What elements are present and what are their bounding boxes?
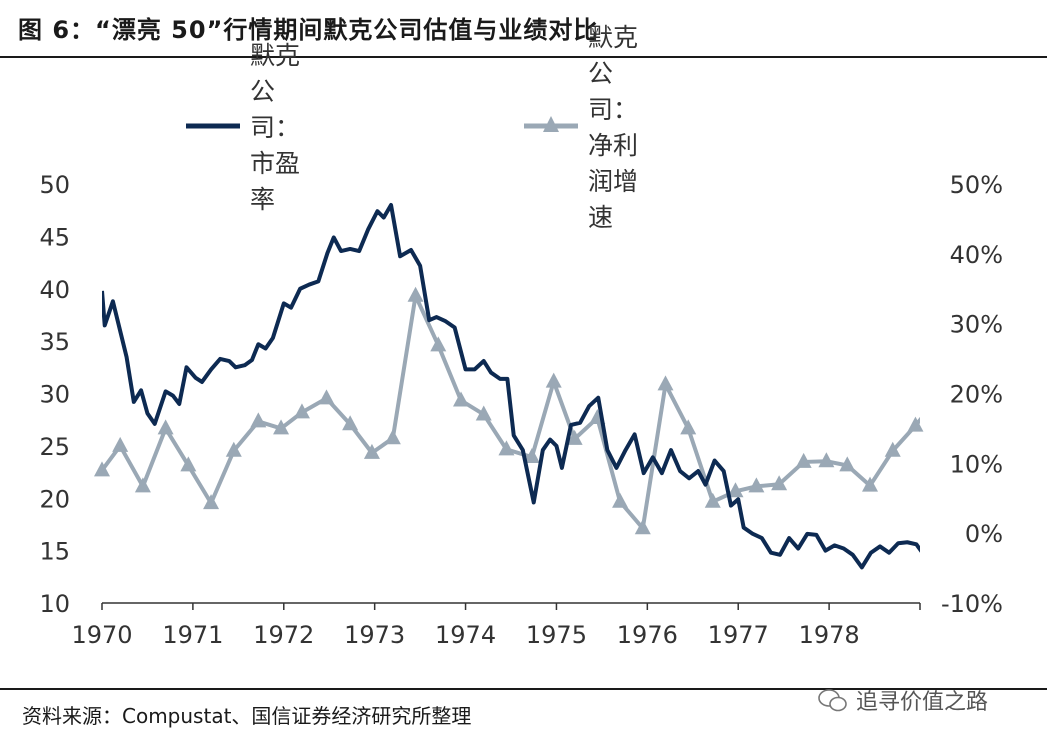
- watermark: 追寻价值之路: [818, 684, 988, 716]
- y-left-tick-label: 20: [39, 485, 70, 513]
- y-right-tick-label: 50%: [950, 171, 1003, 199]
- legend-item-pe: 默克公司：市盈率: [186, 41, 300, 214]
- title-divider: [0, 56, 1047, 58]
- y-right-tick-label: 10%: [950, 450, 1003, 478]
- y-left-tick-label: 30: [39, 381, 70, 409]
- watermark-text: 追寻价值之路: [856, 690, 989, 715]
- x-tick-label: 1970: [71, 621, 132, 649]
- x-tick-label: 1976: [617, 621, 678, 649]
- y-left-tick-label: 50: [39, 171, 70, 199]
- growth-marker: [680, 419, 697, 435]
- growth-marker: [453, 391, 470, 407]
- growth-marker: [523, 448, 540, 464]
- growth-marker: [430, 336, 447, 352]
- growth-marker: [407, 286, 424, 302]
- legend-label-growth: 默克公司：净利润增速: [588, 23, 639, 232]
- figure-header: 图 6：“漂亮 50”行情期间默克公司估值与业绩对比: [0, 0, 1047, 54]
- x-tick-label: 1978: [799, 621, 860, 649]
- wechat-icon: [818, 689, 847, 712]
- growth-marker: [203, 494, 220, 510]
- legend-label-pe: 默克公司：市盈率: [250, 41, 301, 214]
- y-left-tick-label: 10: [39, 590, 70, 618]
- legend-swatch-pe: [186, 108, 240, 144]
- series-line-pe: [102, 202, 920, 570]
- y-right-tick-label: 30%: [950, 311, 1003, 339]
- growth-marker: [771, 475, 788, 491]
- x-tick-label: 1973: [344, 621, 405, 649]
- footer-divider: [0, 688, 1047, 690]
- growth-marker: [818, 452, 835, 468]
- y-right-tick-label: 40%: [950, 241, 1003, 269]
- y-left-tick-label: 40: [39, 276, 70, 304]
- growth-marker: [566, 429, 583, 445]
- x-tick-label: 1971: [162, 621, 223, 649]
- x-tick-label: 1974: [435, 621, 496, 649]
- growth-marker: [545, 372, 562, 388]
- y-left-tick-label: 45: [39, 223, 70, 251]
- legend-item-growth: 默克公司：净利润增速: [524, 23, 638, 232]
- legend-swatch-growth: [524, 108, 578, 144]
- series-line-growth: [102, 293, 920, 531]
- growth-marker: [839, 456, 856, 472]
- growth-marker: [657, 375, 674, 391]
- x-tick-label: 1972: [253, 621, 314, 649]
- chart-area: 1970 1971 1972 1973 1974 1975 1976 1977 1978 50 45…: [0, 150, 1047, 680]
- growth-marker: [704, 492, 721, 508]
- figure-title: 图 6：“漂亮 50”行情期间默克公司估值与业绩对比: [18, 16, 599, 44]
- growth-marker: [293, 403, 310, 419]
- growth-marker: [273, 419, 290, 435]
- growth-marker: [225, 441, 242, 457]
- y-left-tick-label: 25: [39, 433, 70, 461]
- growth-marker: [884, 441, 901, 457]
- growth-marker: [475, 405, 492, 421]
- y-left-tick-label: 15: [39, 538, 70, 566]
- y-right-tick-label: 20%: [950, 381, 1003, 409]
- growth-marker: [795, 452, 812, 468]
- growth-marker: [634, 519, 651, 535]
- growth-marker: [134, 477, 151, 493]
- growth-marker: [498, 440, 515, 456]
- growth-marker: [363, 443, 380, 459]
- y-right-tick-label: 0%: [965, 520, 1003, 548]
- growth-marker: [748, 477, 765, 493]
- growth-marker: [157, 419, 174, 435]
- y-left-tick-label: 35: [39, 328, 70, 356]
- growth-marker: [384, 429, 401, 445]
- growth-marker: [180, 456, 197, 472]
- growth-marker: [862, 476, 879, 492]
- growth-marker: [907, 416, 924, 432]
- growth-marker: [318, 389, 335, 405]
- growth-marker: [612, 492, 629, 508]
- source-note: 资料来源：Compustat、国信证券经济研究所整理: [22, 704, 472, 728]
- growth-marker: [727, 482, 744, 498]
- growth-marker: [94, 461, 110, 477]
- x-tick-label: 1977: [708, 621, 769, 649]
- chart-canvas: 1970 1971 1972 1973 1974 1975 1976 1977 1978 50 45…: [39, 171, 1003, 649]
- y-right-tick-label: -10%: [941, 590, 1003, 618]
- growth-marker: [112, 436, 129, 452]
- growth-marker: [342, 415, 359, 431]
- growth-marker: [250, 412, 267, 428]
- x-tick-label: 1975: [526, 621, 587, 649]
